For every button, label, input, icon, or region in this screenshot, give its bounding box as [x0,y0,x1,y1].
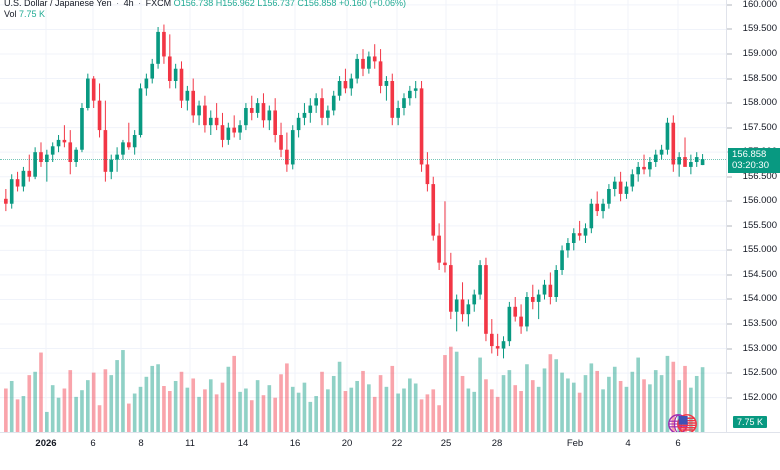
chart-gridlines [0,0,726,432]
price-tick-dash [727,127,732,129]
price-tick-label: 152.000 [742,391,777,403]
usd-jpy-flag-icon [667,414,697,432]
current-price-value: 156.858 [732,149,767,161]
time-tick-label: 4 [625,438,631,449]
price-tick-label: 154.500 [742,268,777,280]
symbol-name[interactable]: U.S. Dollar / Japanese Yen [4,0,112,8]
exchange-label[interactable]: FXCM [145,0,172,8]
low-label: L [257,0,263,8]
price-tick-dash [727,102,732,104]
legend-separator-2: · [138,0,142,8]
price-tick-dash [727,4,732,6]
time-tick-label: 6 [675,438,681,449]
price-tick-label: 154.000 [742,293,777,305]
chart-legend: U.S. Dollar / Japanese Yen · 4h · FXCM O… [4,0,406,20]
price-tick-dash [727,372,732,374]
price-tick-label: 156.000 [742,195,777,207]
volume-value: 7.75 K [19,9,46,19]
price-tick-dash [727,200,732,202]
price-tick-dash [727,274,732,276]
price-tick-label: 158.500 [742,72,777,84]
current-price-countdown: 03:20:30 [732,160,769,172]
price-tick-dash [727,53,732,55]
low-value: 156.737 [262,0,295,8]
legend-row-symbol: U.S. Dollar / Japanese Yen · 4h · FXCM O… [4,0,406,9]
time-tick-label: 2026 [35,438,57,449]
high-value: 156.962 [222,0,255,8]
price-tick-label: 155.000 [742,244,777,256]
time-tick-label: 25 [440,438,452,449]
time-tick-label: 6 [90,438,96,449]
price-tick-label: 152.500 [742,367,777,379]
high-label: H [215,0,223,8]
price-tick-dash [727,225,732,227]
price-tick-label: 160.000 [742,0,777,10]
price-tick-label: 153.000 [742,342,777,354]
price-tick-dash [727,249,732,251]
candlestick-series [4,24,705,359]
open-label: O [173,0,181,8]
volume-scale-badge: 7.75 K [733,416,768,428]
chart-plot-area[interactable] [0,0,726,432]
price-tick-dash [727,397,732,399]
time-tick-label: Feb [566,438,584,449]
time-scale[interactable]: 2026 6 8 11 14 16 20 22 25 28 Feb 4 6 [0,432,780,455]
price-tick-label: 156.500 [742,170,777,182]
volume-label[interactable]: Vol [4,9,17,19]
time-tick-label: 16 [289,438,301,449]
open-value: 156.738 [180,0,214,8]
current-price-line [0,159,726,161]
time-tick-label: 11 [185,438,195,449]
change-percent: (+0.06%) [369,0,407,8]
price-tick-dash [727,78,732,80]
time-tick-label: 14 [237,438,249,449]
time-tick-label: 22 [391,438,403,449]
price-tick-label: 159.500 [742,23,777,35]
legend-row-volume: Vol 7.75 K [4,9,406,20]
price-tick-dash [727,176,732,178]
interval-label[interactable]: 4h [123,0,134,8]
time-tick-label: 8 [138,438,144,449]
price-tick-dash [727,323,732,325]
legend-separator-1: · [116,0,120,8]
price-tick-label: 153.500 [742,318,777,329]
current-price-badge: 156.858 03:20:30 [728,148,780,174]
price-tick-dash [727,348,732,350]
price-tick-dash [727,298,732,300]
price-tick-label: 157.500 [742,121,777,133]
volume-series [4,346,705,432]
time-tick-label: 20 [341,438,353,449]
price-tick-label: 159.000 [742,48,777,59]
price-scale[interactable]: 156.858 03:20:30 7.75 K 160.000 159.500 15… [726,0,780,432]
price-tick-dash [727,28,732,30]
close-value: 156.858 [303,0,337,8]
change-value: +0.160 [338,0,367,8]
close-label: C [297,0,304,8]
price-tick-label: 158.000 [742,97,777,109]
time-tick-label: 28 [491,438,503,449]
price-tick-label: 155.500 [742,219,777,231]
